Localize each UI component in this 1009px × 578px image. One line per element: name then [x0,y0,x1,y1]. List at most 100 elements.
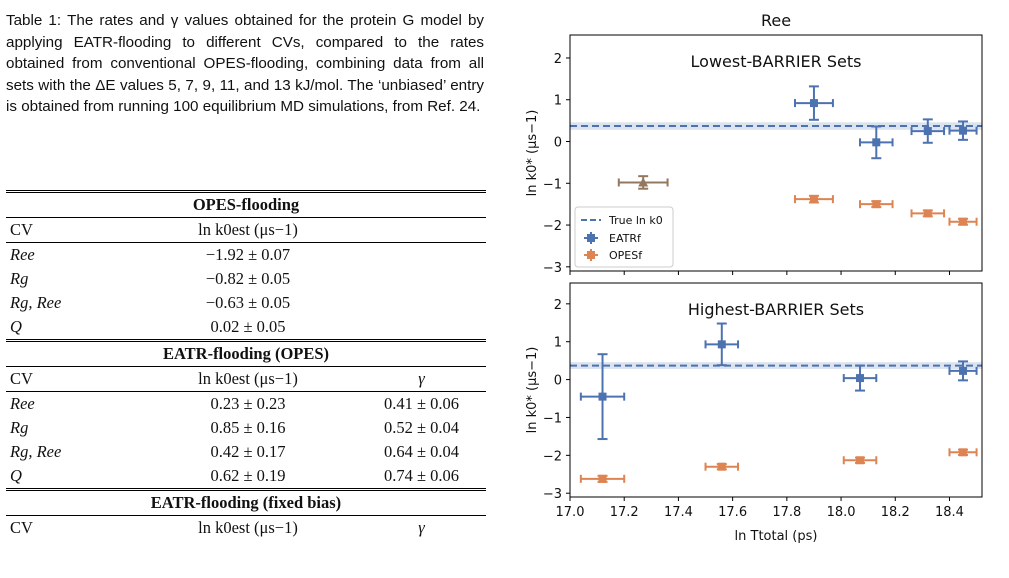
legend-marker [587,234,595,242]
data-point-marker [959,366,968,375]
table-row: Q 0.62 ± 0.19 0.74 ± 0.06 [6,464,486,490]
table-row: Q 0.02 ± 0.05 [6,315,486,341]
y-tick-label: −3 [543,261,562,276]
cv-cell: Rg, Ree [10,293,62,312]
y-tick-label: −2 [543,449,562,464]
y-axis-label: ln k0* (μs−1) [525,110,540,197]
y-tick-label: −3 [543,487,562,502]
true-k0-band [570,362,982,369]
cv-cell: Rg [10,418,29,437]
table-caption: Table 1: The rates and γ values obtained … [6,10,484,118]
column-header-row: CV ln k0est (μs−1) γ [6,516,486,541]
plot-frame [569,282,983,498]
data-point-marker [717,462,726,471]
data-point-marker [809,99,818,108]
rate-figure-svg: −3 −2 −1 0 1 2 Lowest-BARRIER Sets ln k0* (μs−1… [525,11,983,544]
legend-marker [587,251,595,259]
plot-frame [569,34,983,272]
data-point-marker [809,195,818,204]
data-point-marker [872,138,881,147]
col-rate-header: ln k0est (μs−1) [198,518,298,537]
rate-cell: 0.23 ± 0.23 [210,394,286,413]
table-row: Rg −0.82 ± 0.05 [6,267,486,291]
rate-cell: 0.42 ± 0.17 [210,442,286,461]
x-axis-label: ln Ttotal (ps) [735,529,818,544]
x-tick-label: 18.0 [827,505,856,520]
data-point-marker [872,200,881,209]
gamma-cell: 0.41 ± 0.06 [383,394,460,413]
data-point-marker [923,127,932,136]
y-tick-label: −2 [543,219,562,234]
gamma-cell: 0.64 ± 0.04 [383,442,460,461]
true-k0-band [570,122,982,130]
panel-annotation: Lowest-BARRIER Sets [691,52,862,71]
rate-cell: −0.82 ± 0.05 [205,269,291,288]
caption-text: The rates and γ values obtained for the … [6,12,484,116]
table-row: Rg 0.85 ± 0.16 0.52 ± 0.04 [6,416,486,440]
col-rate-header: ln k0est (μs−1) [198,369,298,388]
table-row: Ree 0.23 ± 0.23 0.41 ± 0.06 [6,392,486,417]
table-row: Rg, Ree 0.42 ± 0.17 0.64 ± 0.04 [6,440,486,464]
rate-cell: −0.63 ± 0.05 [205,293,291,312]
data-point-marker [959,217,968,226]
col-cv-header: CV [10,369,33,388]
y-tick-label: 0 [554,136,562,151]
section-title-opes: OPES-flooding [192,195,300,214]
legend-label: EATRf [609,232,642,245]
gamma-cell: 0.74 ± 0.06 [383,466,460,485]
y-tick-label: 1 [554,336,562,351]
table-row: Rg, Ree −0.63 ± 0.05 [6,291,486,315]
data-point-marker [638,177,649,187]
y-tick-label: −1 [543,411,562,426]
section-header-opes: OPES-flooding [6,191,486,218]
cv-cell: Q [10,317,22,336]
cv-cell: Q [10,466,22,485]
data-point-marker [923,209,932,218]
section-header-eatr-opes: EATR-flooding (OPES) [6,340,486,367]
panel-annotation: Highest-BARRIER Sets [688,300,864,319]
y-tick-label: 2 [554,298,562,313]
rate-cell: 0.02 ± 0.05 [210,317,286,336]
data-point-marker [717,340,726,349]
x-tick-label: 17.4 [664,505,693,520]
rate-figure: −3 −2 −1 0 1 2 Lowest-BARRIER Sets ln k0* (μs−1… [520,0,1009,573]
cv-cell: Rg, Ree [10,442,62,461]
legend-label: OPESf [609,249,643,262]
y-axis-label: ln k0* (μs−1) [525,347,540,434]
col-cv-header: CV [10,518,33,537]
y-tick-label: 0 [554,374,562,389]
section-title-eatr-fixed: EATR-flooding (fixed bias) [150,493,342,512]
data-point-marker [598,474,607,483]
column-header-row: CV ln k0est (μs−1) [6,218,486,243]
chart-title: Ree [761,11,791,30]
x-tick-label: 18.2 [881,505,910,520]
y-tick-label: 2 [554,52,562,67]
cv-cell: Ree [10,245,35,264]
x-tick-label: 18.4 [935,505,964,520]
column-header-row: CV ln k0est (μs−1) γ [6,367,486,392]
x-tick-label: 17.8 [772,505,801,520]
col-gamma-header: γ [418,369,425,388]
legend-label: True ln k0 [608,214,663,227]
rate-cell: −1.92 ± 0.07 [205,245,291,264]
rate-cell: 0.62 ± 0.19 [210,466,286,485]
section-header-eatr-fixed: EATR-flooding (fixed bias) [6,489,486,516]
y-tick-label: 1 [554,94,562,109]
data-point-marker [959,126,968,135]
caption-label: Table 1: [6,12,62,29]
table-row: Ree −1.92 ± 0.07 [6,243,486,268]
x-tick-label: 17.0 [556,505,585,520]
cv-cell: Rg [10,269,29,288]
gamma-cell: 0.52 ± 0.04 [383,418,460,437]
legend-box [574,206,674,268]
y-tick-label: −1 [543,177,562,192]
results-table: OPES-flooding CV ln k0est (μs−1) Ree −1.… [6,190,486,540]
data-point-marker [598,392,607,401]
rate-cell: 0.85 ± 0.16 [210,418,286,437]
section-title-eatr-opes: EATR-flooding (OPES) [162,344,330,363]
cv-cell: Ree [10,394,35,413]
col-rate-header: ln k0est (μs−1) [198,220,298,239]
data-point-marker [856,456,865,465]
col-gamma-header: γ [418,518,425,537]
x-tick-label: 17.2 [610,505,639,520]
